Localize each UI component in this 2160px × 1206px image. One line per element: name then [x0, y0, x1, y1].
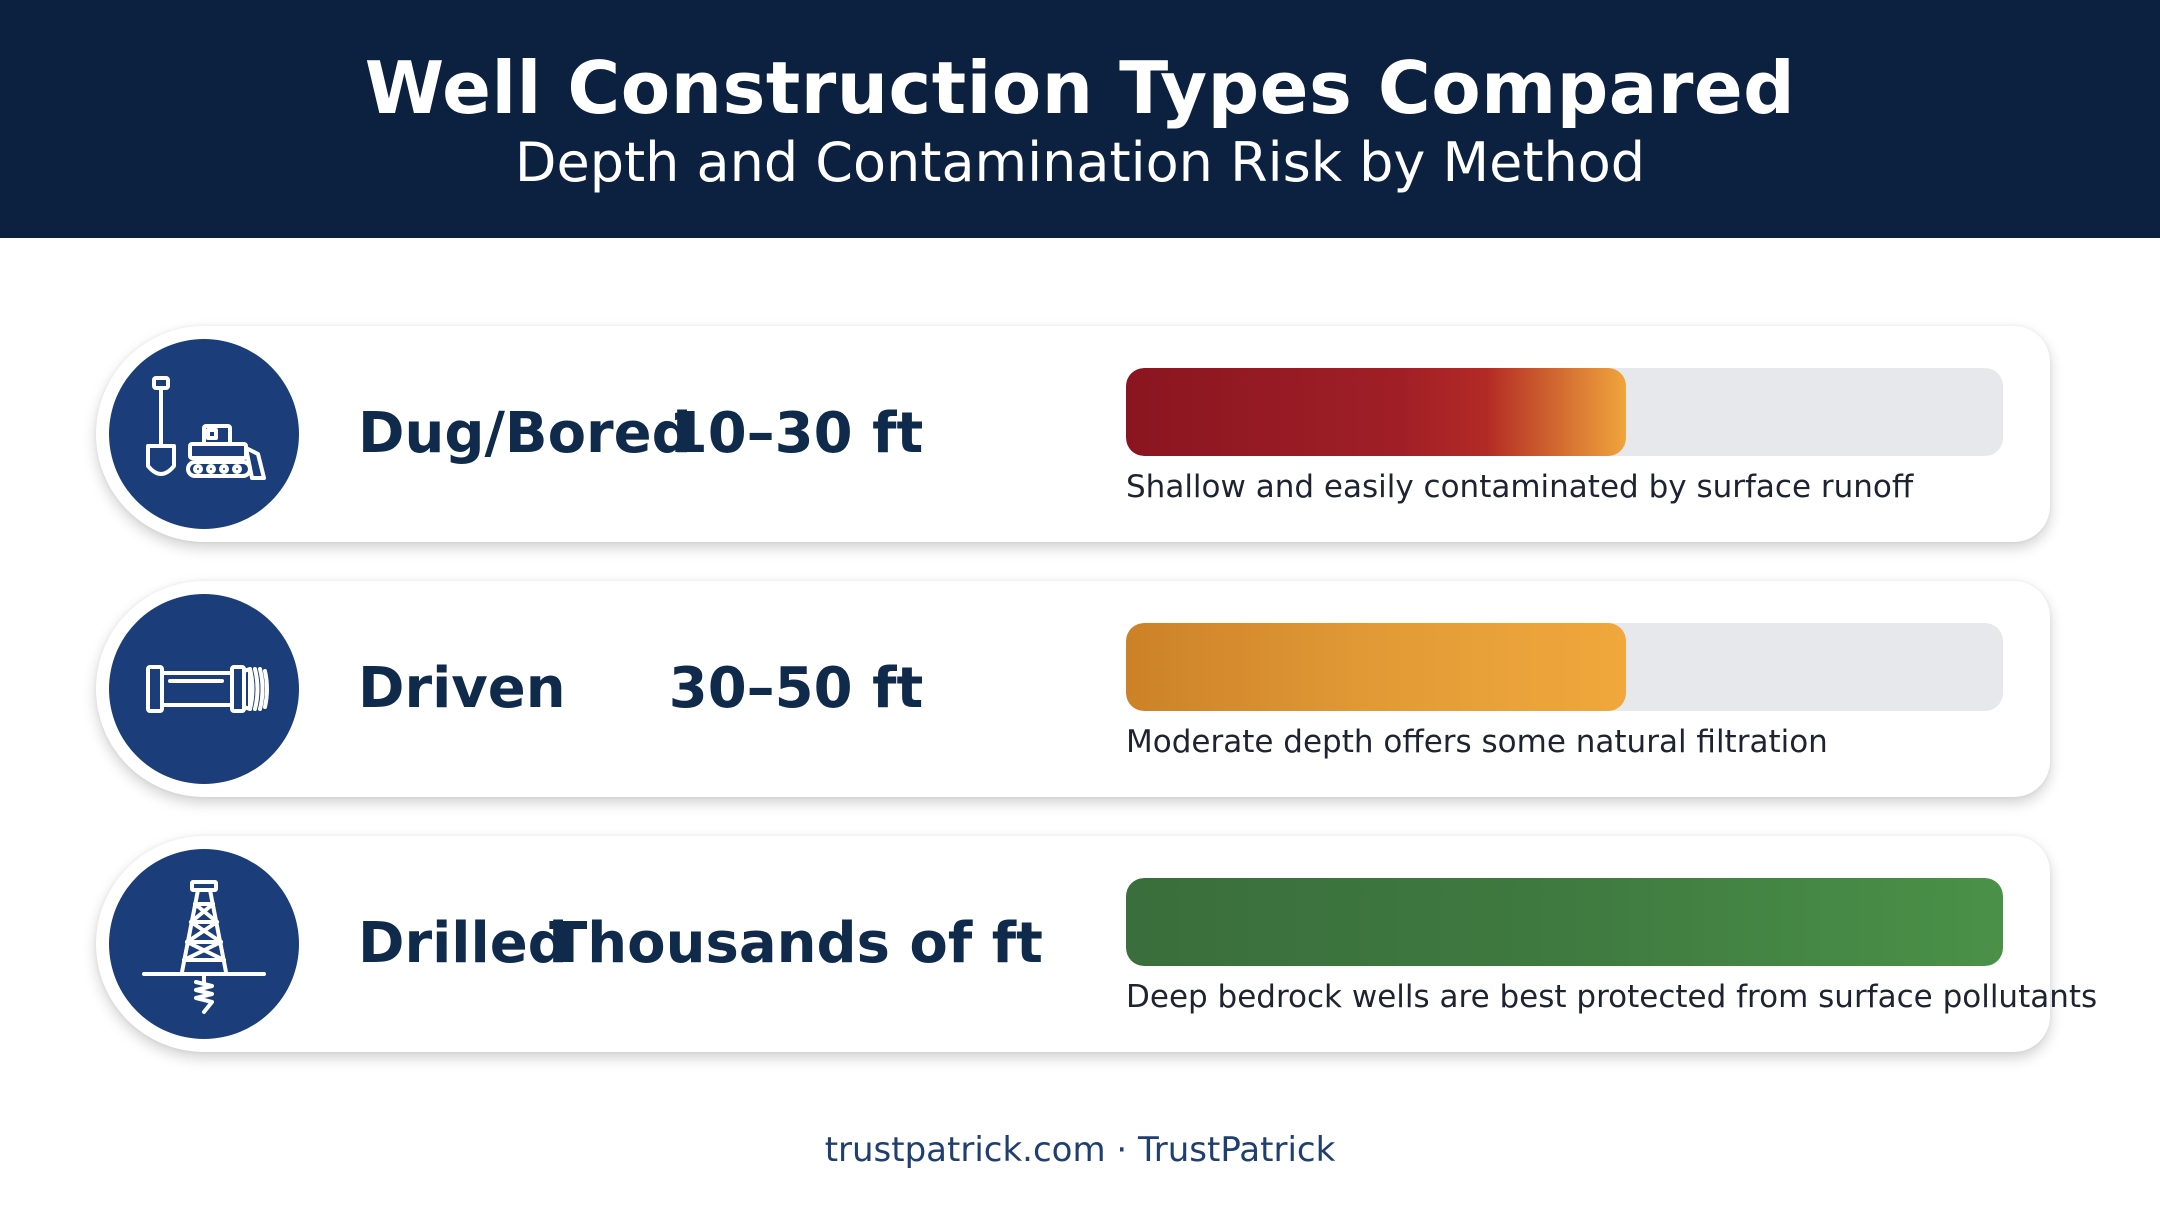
- protection-bar-track: [1126, 623, 2003, 711]
- drive-pipe-icon: [109, 594, 299, 784]
- depth-value: 10–30 ft: [668, 401, 924, 466]
- method-label: Driven: [358, 656, 566, 721]
- row-dug-bored: Dug/Bored 10–30 ft Shallow and easily co…: [96, 326, 2050, 542]
- protection-bar-fill: [1126, 878, 2003, 966]
- depth-value: 30–50 ft: [668, 656, 924, 721]
- method-description: Shallow and easily contaminated by surfa…: [1126, 469, 1914, 505]
- method-label: Drilled: [358, 911, 568, 976]
- shovel-bulldozer-icon: [109, 339, 299, 529]
- drilling-rig-icon: [109, 849, 299, 1039]
- method-label: Dug/Bored: [358, 401, 692, 466]
- method-description: Deep bedrock wells are best protected fr…: [1126, 979, 2098, 1015]
- method-description: Moderate depth offers some natural filtr…: [1126, 724, 1828, 760]
- depth-value: Thousands of ft: [549, 911, 1043, 976]
- page-subtitle: Depth and Contamination Risk by Method: [514, 131, 1646, 194]
- page-title: Well Construction Types Compared: [364, 46, 1796, 130]
- protection-bar-track: [1126, 368, 2003, 456]
- header-banner: Well Construction Types Compared Depth a…: [0, 0, 2160, 238]
- protection-bar-fill: [1126, 368, 1626, 456]
- protection-bar-fill: [1126, 623, 1626, 711]
- row-driven: Driven 30–50 ft Moderate depth offers so…: [96, 581, 2050, 797]
- footer-credit: trustpatrick.com · TrustPatrick: [824, 1130, 1336, 1170]
- protection-bar-track: [1126, 878, 2003, 966]
- row-drilled: Drilled Thousands of ft Deep bedrock wel…: [96, 836, 2098, 1052]
